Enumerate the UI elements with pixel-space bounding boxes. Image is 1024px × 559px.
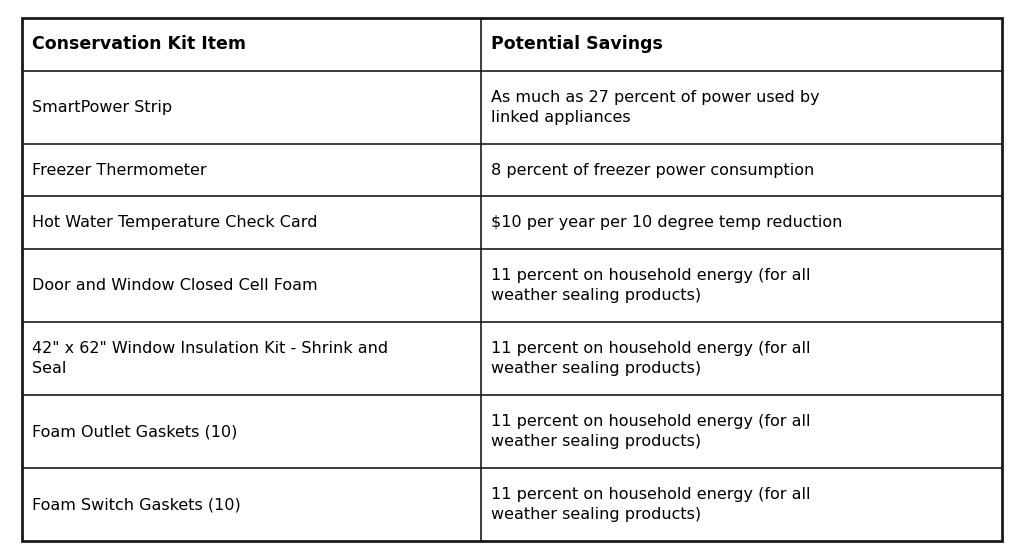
Text: SmartPower Strip: SmartPower Strip: [32, 100, 172, 115]
Text: 42" x 62" Window Insulation Kit - Shrink and
Seal: 42" x 62" Window Insulation Kit - Shrink…: [32, 341, 388, 376]
Text: 8 percent of freezer power consumption: 8 percent of freezer power consumption: [490, 163, 814, 178]
Text: Freezer Thermometer: Freezer Thermometer: [32, 163, 207, 178]
Text: 11 percent on household energy (for all
weather sealing products): 11 percent on household energy (for all …: [490, 341, 810, 376]
Text: Foam Outlet Gaskets (10): Foam Outlet Gaskets (10): [32, 424, 238, 439]
Text: $10 per year per 10 degree temp reduction: $10 per year per 10 degree temp reductio…: [490, 215, 842, 230]
Text: As much as 27 percent of power used by
linked appliances: As much as 27 percent of power used by l…: [490, 90, 819, 125]
Text: Conservation Kit Item: Conservation Kit Item: [32, 35, 246, 53]
Text: Foam Switch Gaskets (10): Foam Switch Gaskets (10): [32, 497, 241, 512]
Text: Hot Water Temperature Check Card: Hot Water Temperature Check Card: [32, 215, 317, 230]
Text: Door and Window Closed Cell Foam: Door and Window Closed Cell Foam: [32, 278, 317, 293]
Text: 11 percent on household energy (for all
weather sealing products): 11 percent on household energy (for all …: [490, 487, 810, 522]
Text: 11 percent on household energy (for all
weather sealing products): 11 percent on household energy (for all …: [490, 414, 810, 449]
Text: 11 percent on household energy (for all
weather sealing products): 11 percent on household energy (for all …: [490, 268, 810, 303]
Text: Potential Savings: Potential Savings: [490, 35, 663, 53]
